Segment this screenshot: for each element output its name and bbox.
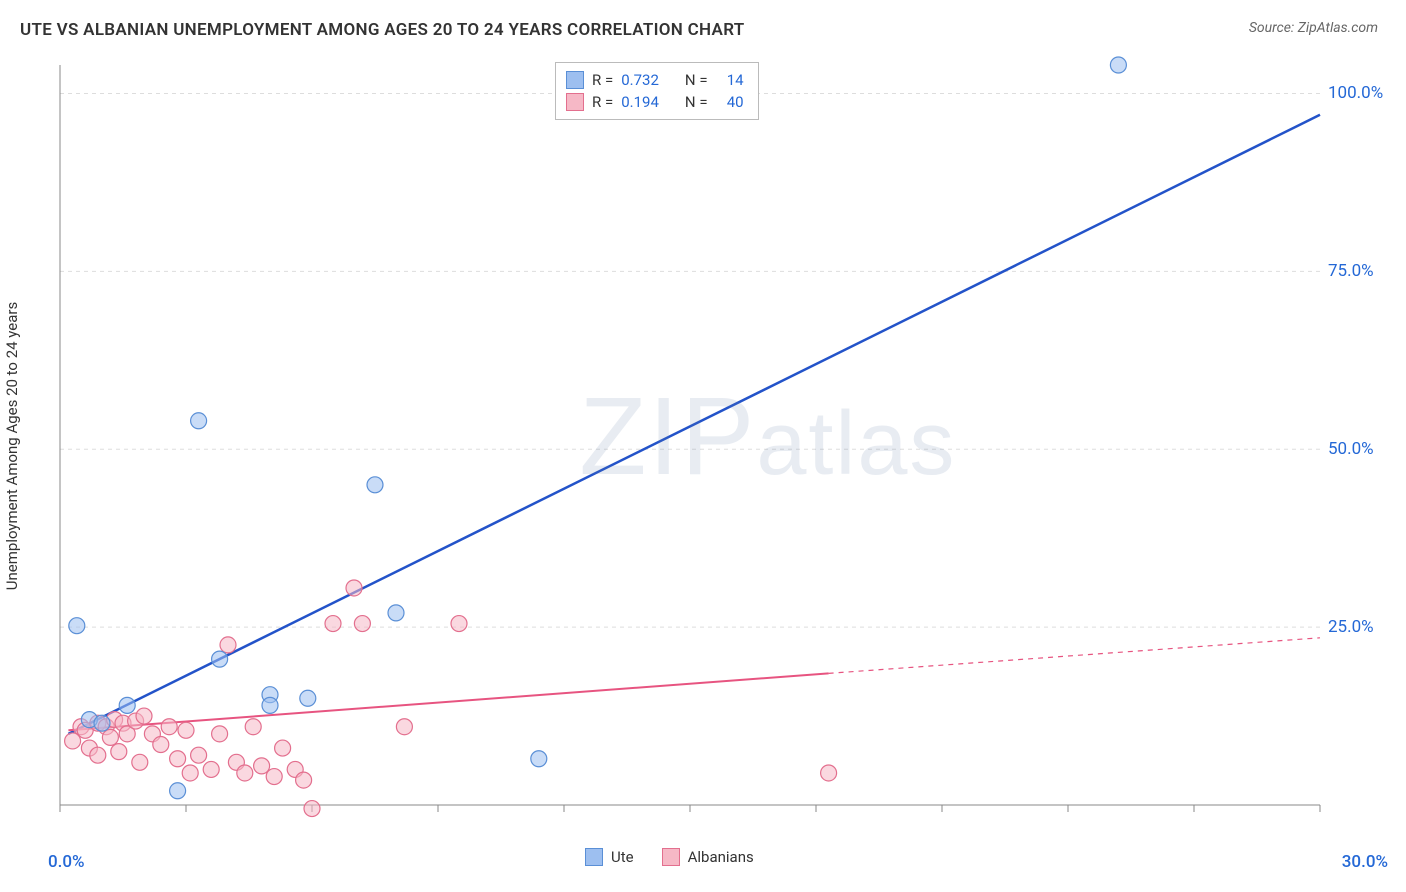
y-tick-label: 25.0% [1328, 617, 1374, 637]
chart-container: UTE VS ALBANIAN UNEMPLOYMENT AMONG AGES … [0, 0, 1406, 892]
series-legend-item: Ute [585, 848, 634, 866]
y-axis-label: Unemployment Among Ages 20 to 24 years [3, 302, 21, 590]
legend-r-label: R = [592, 93, 613, 111]
series-legend: Ute Albanians [585, 848, 754, 866]
series-legend-item: Albanians [662, 848, 754, 866]
y-tick-label: 100.0% [1328, 83, 1383, 103]
legend-r-label: R = [592, 71, 613, 89]
scatter-plot [50, 55, 1380, 835]
legend-row: R = 0.732 N = 14 [566, 69, 744, 91]
source-label: Source: [1249, 20, 1294, 36]
source-attribution: Source: ZipAtlas.com [1249, 20, 1378, 36]
legend-n-label: N = [681, 71, 707, 89]
legend-row: R = 0.194 N = 40 [566, 91, 744, 113]
legend-r-value: 0.732 [621, 71, 673, 89]
legend-swatch-icon [585, 848, 603, 866]
correlation-legend: R = 0.732 N = 14 R = 0.194 N = 40 [555, 62, 759, 120]
legend-swatch-icon [566, 71, 584, 89]
y-tick-label: 75.0% [1328, 261, 1374, 281]
legend-n-value: 14 [716, 71, 744, 89]
series-name: Ute [611, 848, 634, 866]
x-axis-min-label: 0.0% [48, 852, 85, 872]
legend-swatch-icon [662, 848, 680, 866]
series-name: Albanians [688, 848, 754, 866]
legend-r-value: 0.194 [621, 93, 673, 111]
legend-swatch-icon [566, 93, 584, 111]
chart-title: UTE VS ALBANIAN UNEMPLOYMENT AMONG AGES … [20, 20, 745, 40]
source-value: ZipAtlas.com [1298, 20, 1378, 36]
y-tick-label: 50.0% [1328, 439, 1374, 459]
legend-n-value: 40 [716, 93, 744, 111]
legend-n-label: N = [681, 93, 707, 111]
x-axis-max-label: 30.0% [1342, 852, 1388, 872]
